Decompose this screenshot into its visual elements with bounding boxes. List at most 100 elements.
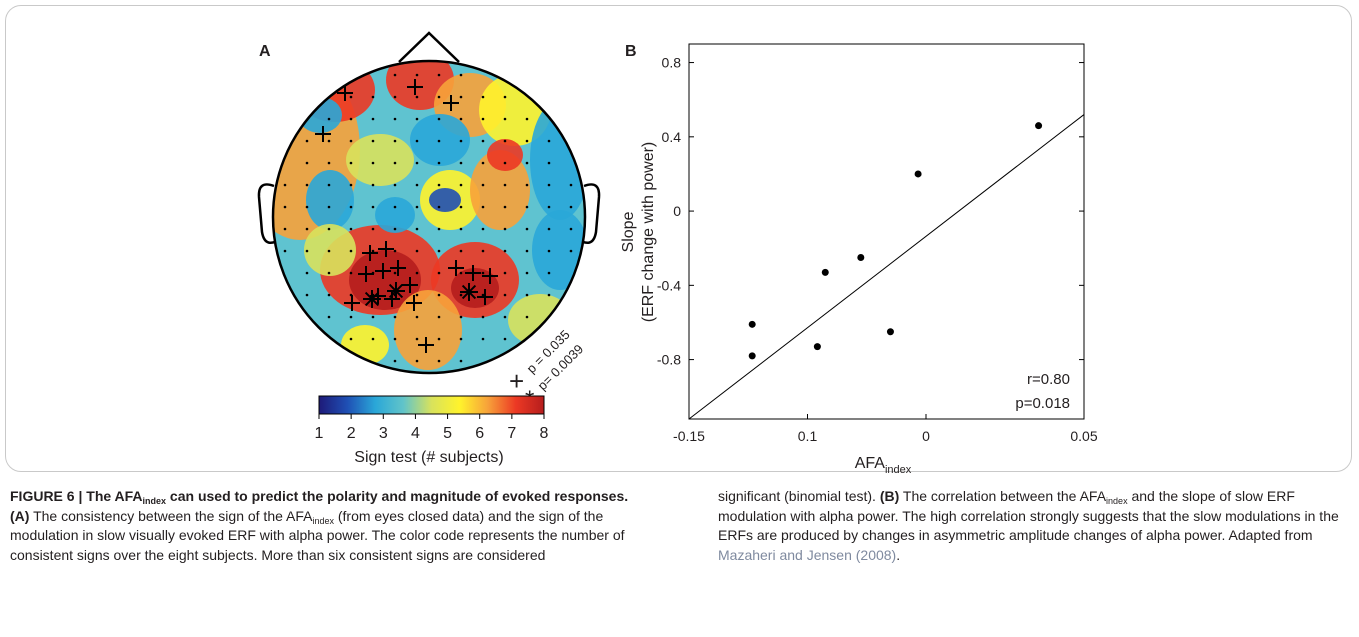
plus-marker	[362, 245, 378, 261]
panel-b-caption-label: (B)	[879, 488, 900, 504]
sensor-dot	[305, 205, 309, 209]
sensor-dot	[349, 161, 353, 165]
sensor-dot	[503, 161, 507, 165]
sensor-dot	[481, 205, 485, 209]
caption-continuation: significant (binomial test).	[718, 488, 880, 504]
sensor-dot	[503, 249, 507, 253]
sensor-dot	[349, 249, 353, 253]
sensor-dot	[459, 271, 463, 275]
y-axis-label-line2: (ERF change with power)	[640, 142, 657, 323]
panel-b-letter: B	[625, 43, 637, 60]
data-point	[748, 352, 756, 360]
caption-title: The AFAindex can used to predict the pol…	[86, 488, 629, 506]
y-tick-label: 0.8	[662, 55, 682, 71]
sensor-dot	[393, 227, 397, 231]
scatter-chart: -0.15 0.1 0 0.05 0.8 0.4 0 -0.4 -0.8 r=0.80 p=0.…	[620, 43, 1098, 476]
sensor-dot	[437, 271, 441, 275]
plus-marker	[482, 268, 498, 284]
colorbar-label: Sign test (# subjects)	[354, 449, 503, 466]
sensor-dot	[481, 337, 485, 341]
sensor-dot	[459, 139, 463, 143]
colorbar-tick-label: 1	[315, 425, 324, 442]
sensor-dot	[283, 205, 287, 209]
star-marker	[460, 283, 478, 301]
sensor-dot	[459, 161, 463, 165]
data-point	[748, 320, 756, 328]
colorbar-tick-label: 3	[379, 425, 388, 442]
sensor-dot	[459, 183, 463, 187]
sensor-dot	[569, 205, 573, 209]
sensor-dot	[327, 139, 331, 143]
colorbar-ticks: 1 2 3 4 5 6 7 8	[315, 414, 549, 442]
sensor-dot	[349, 337, 353, 341]
topo-region	[375, 197, 415, 233]
sensor-dot	[393, 359, 397, 363]
figure-label: FIGURE 6 |	[10, 488, 87, 504]
colorbar-tick-label: 4	[411, 425, 420, 442]
sensor-dot	[305, 293, 309, 297]
sensor-dot	[327, 183, 331, 187]
data-point	[857, 253, 865, 261]
sensor-dot	[569, 227, 573, 231]
sensor-dot	[459, 227, 463, 231]
sensor-dot	[327, 315, 331, 319]
sensor-dot	[393, 73, 397, 77]
sensor-dot	[415, 183, 419, 187]
sensor-dot	[415, 95, 419, 99]
sensor-dot	[437, 249, 441, 253]
colorbar-tick-label: 5	[443, 425, 452, 442]
plus-marker	[406, 295, 422, 311]
sensor-dot	[459, 249, 463, 253]
sensor-dot	[437, 315, 441, 319]
sensor-dot	[305, 183, 309, 187]
sensor-dot	[393, 249, 397, 253]
sensor-dot	[371, 205, 375, 209]
head-outline	[271, 59, 587, 375]
sensor-dot	[371, 161, 375, 165]
sensor-dot	[459, 117, 463, 121]
sensor-dot	[437, 95, 441, 99]
plot-area	[688, 43, 1085, 420]
sensor-dot	[327, 227, 331, 231]
sensor-dot	[393, 315, 397, 319]
sensor-dot	[327, 161, 331, 165]
sensor-dot	[459, 293, 463, 297]
annotation-p: p=0.018	[1015, 395, 1070, 412]
data-point	[821, 268, 829, 276]
sensor-dot	[349, 227, 353, 231]
plus-marker	[375, 263, 391, 279]
sensor-dot	[305, 139, 309, 143]
sensor-dot	[547, 227, 551, 231]
sensor-dot	[503, 117, 507, 121]
topo-region	[394, 290, 462, 370]
sensor-dot	[525, 315, 529, 319]
topo-region	[532, 210, 585, 290]
plus-marker	[418, 337, 434, 353]
sensor-dot	[415, 271, 419, 275]
significance-markers	[315, 79, 498, 353]
sensor-dot	[305, 271, 309, 275]
sensor-dot	[437, 337, 441, 341]
plus-marker	[390, 260, 406, 276]
topo-region	[487, 139, 523, 171]
x-axis-label: AFAindex	[855, 455, 912, 476]
sensor-dot	[305, 161, 309, 165]
sensor-dot	[415, 73, 419, 77]
sensor-dot	[503, 293, 507, 297]
sensor-dot	[503, 315, 507, 319]
sensor-dot	[415, 249, 419, 253]
sensor-dot	[415, 227, 419, 231]
sensor-dot	[393, 271, 397, 275]
sensor-dot	[371, 227, 375, 231]
reference-link[interactable]: Mazaheri and Jensen (2008)	[718, 546, 897, 563]
y-axis-label-line1: Slope	[620, 211, 637, 252]
sensor-dot	[393, 95, 397, 99]
topo-region	[306, 170, 354, 230]
sensor-dot	[569, 249, 573, 253]
sensor-dot	[349, 205, 353, 209]
sensor-dot	[283, 183, 287, 187]
panel-a-letter: A	[259, 43, 271, 60]
y-tick-label: 0	[673, 203, 681, 219]
sensor-dot	[481, 249, 485, 253]
sensor-dot	[547, 205, 551, 209]
